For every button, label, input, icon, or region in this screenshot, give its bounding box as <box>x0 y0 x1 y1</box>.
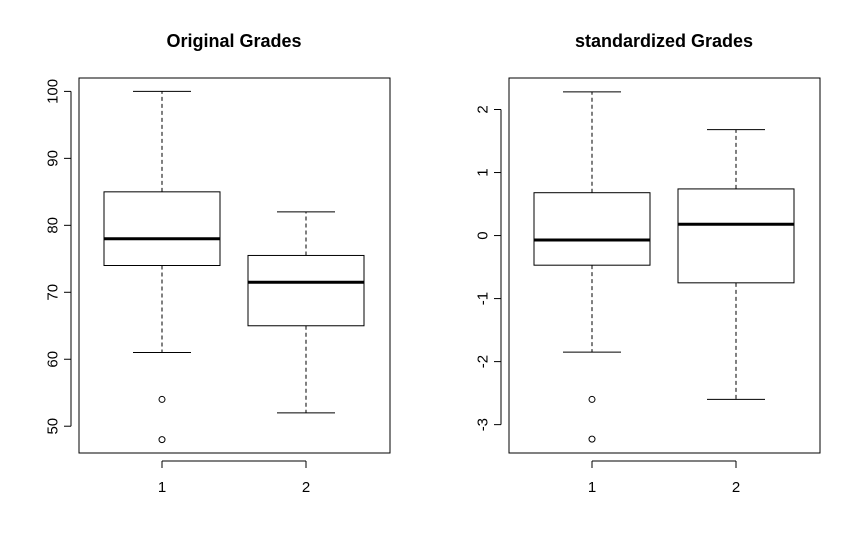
y-tick-label: -2 <box>475 355 492 368</box>
x-tick-label: 1 <box>158 479 166 496</box>
x-tick-label: 2 <box>302 479 310 496</box>
box-iqr <box>103 191 221 266</box>
y-tick-label: 70 <box>45 284 62 301</box>
y-tick-label: 0 <box>475 231 492 239</box>
y-tick-label: 2 <box>475 105 492 113</box>
box-iqr <box>247 254 365 327</box>
y-tick-label: 50 <box>45 418 62 435</box>
x-tick-label: 2 <box>732 479 740 496</box>
y-tick-label: 1 <box>475 168 492 176</box>
box-iqr <box>677 188 795 284</box>
outlier-point <box>588 395 596 403</box>
plot-frame <box>78 77 391 454</box>
outlier-point <box>588 435 596 443</box>
y-tick-label: 90 <box>45 150 62 167</box>
plot-frame <box>508 77 821 454</box>
outlier-point <box>158 436 166 444</box>
y-tick-label: 60 <box>45 351 62 368</box>
x-tick-label: 1 <box>588 479 596 496</box>
y-tick-label: -3 <box>475 418 492 431</box>
chart-title: Original Grades <box>166 31 301 51</box>
y-tick-label: -1 <box>475 292 492 305</box>
chart-title: standardized Grades <box>575 31 753 51</box>
y-tick-label: 100 <box>45 79 62 104</box>
y-tick-label: 80 <box>45 217 62 234</box>
outlier-point <box>158 395 166 403</box>
box-iqr <box>533 192 651 266</box>
